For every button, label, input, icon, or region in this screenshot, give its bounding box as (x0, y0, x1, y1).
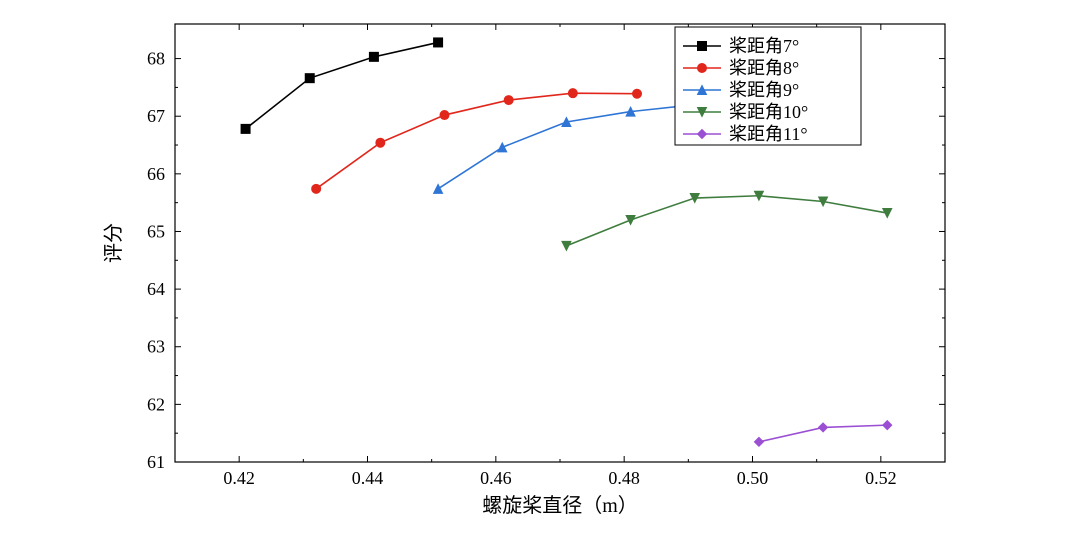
y-tick-label: 64 (147, 279, 165, 299)
legend-label: 桨距角10° (729, 102, 808, 122)
chart-svg: 0.42 0.44 0.46 0.48 0.50 0.52 螺旋桨直径（m） 61 62 63 64… (0, 0, 1080, 542)
legend-label: 桨距角7° (729, 36, 799, 56)
y-tick-label: 66 (147, 164, 165, 184)
x-tick-label: 0.50 (737, 468, 769, 488)
y-tick-label: 62 (147, 394, 165, 414)
y-tick-label: 61 (147, 452, 165, 472)
y-tick-label: 67 (147, 106, 165, 126)
x-axis-label: 螺旋桨直径（m） (482, 494, 638, 517)
legend-label: 桨距角11° (729, 124, 808, 144)
chart-container: 0.42 0.44 0.46 0.48 0.50 0.52 螺旋桨直径（m） 61 62 63 64… (0, 0, 1080, 542)
legend-label: 桨距角8° (729, 58, 799, 78)
x-tick-label: 0.42 (223, 468, 255, 488)
x-tick-label: 0.48 (608, 468, 640, 488)
x-tick-label: 0.44 (352, 468, 384, 488)
legend: 桨距角7°桨距角8°桨距角9°桨距角10°桨距角11° (675, 27, 861, 145)
x-tick-label: 0.52 (865, 468, 897, 488)
y-tick-label: 68 (147, 49, 165, 69)
y-axis-label: 评分 (102, 223, 125, 263)
y-tick-label: 63 (147, 337, 165, 357)
x-tick-label: 0.46 (480, 468, 512, 488)
legend-label: 桨距角9° (729, 80, 799, 100)
y-tick-label: 65 (147, 221, 165, 241)
